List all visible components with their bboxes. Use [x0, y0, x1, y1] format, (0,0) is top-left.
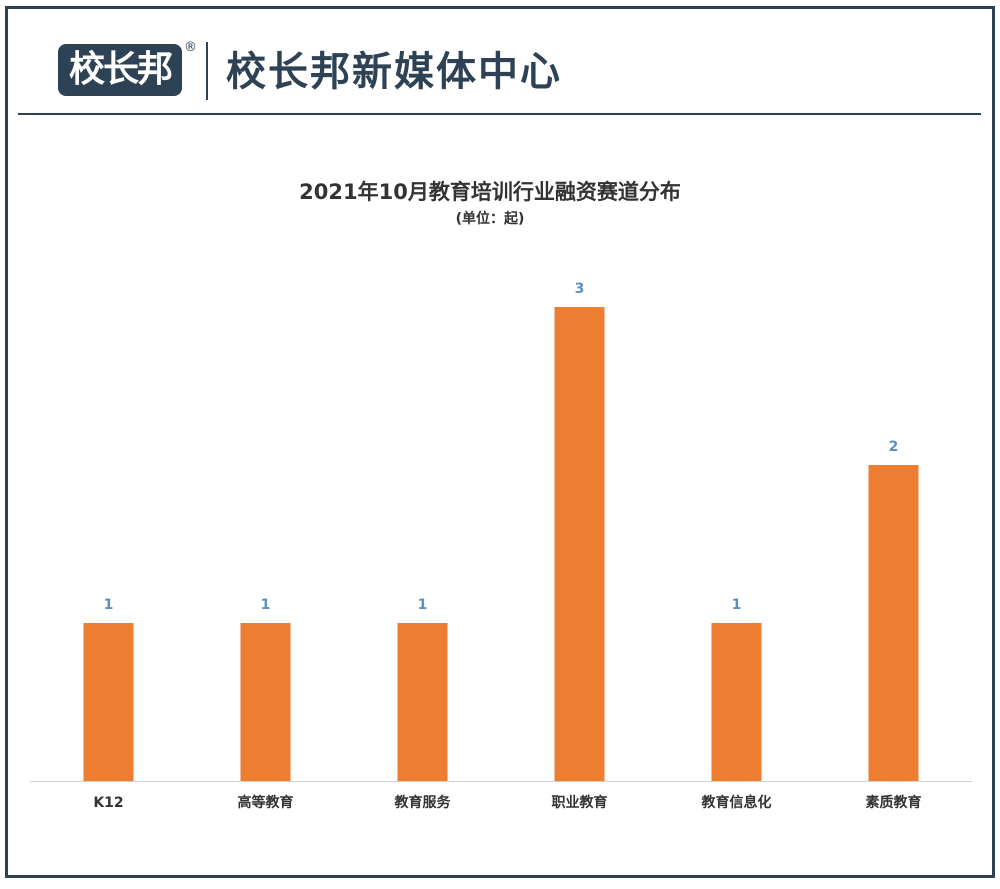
- registered-mark: ®: [184, 40, 197, 55]
- brand-name: 校长邦新媒体中心: [226, 48, 562, 95]
- bar: [240, 623, 291, 781]
- x-tick-label: 高等教育: [238, 794, 294, 811]
- bar: [83, 623, 134, 781]
- x-tick-label: 职业教育: [552, 794, 608, 811]
- x-tick-label: 教育服务: [395, 794, 452, 811]
- x-tick-label: 教育信息化: [702, 794, 772, 811]
- bar: [554, 307, 605, 781]
- logo: 校长邦: [58, 44, 182, 96]
- data-label: 2: [889, 439, 899, 455]
- chart-subtitle: (单位：起): [455, 211, 525, 227]
- chart-title: 2021年10月教育培训行业融资赛道分布: [299, 180, 681, 204]
- data-label: 1: [732, 597, 742, 613]
- data-label: 1: [261, 597, 271, 613]
- data-label: 1: [418, 597, 428, 613]
- data-label: 3: [575, 281, 585, 297]
- x-tick-label: K12: [93, 795, 123, 811]
- bar: [397, 623, 448, 781]
- header-rule: [18, 113, 981, 115]
- data-label: 1: [104, 597, 114, 613]
- page-frame: [5, 6, 995, 878]
- header-divider: [206, 42, 208, 100]
- x-tick-label: 素质教育: [866, 794, 922, 811]
- bar: [711, 623, 762, 781]
- bar: [868, 465, 919, 781]
